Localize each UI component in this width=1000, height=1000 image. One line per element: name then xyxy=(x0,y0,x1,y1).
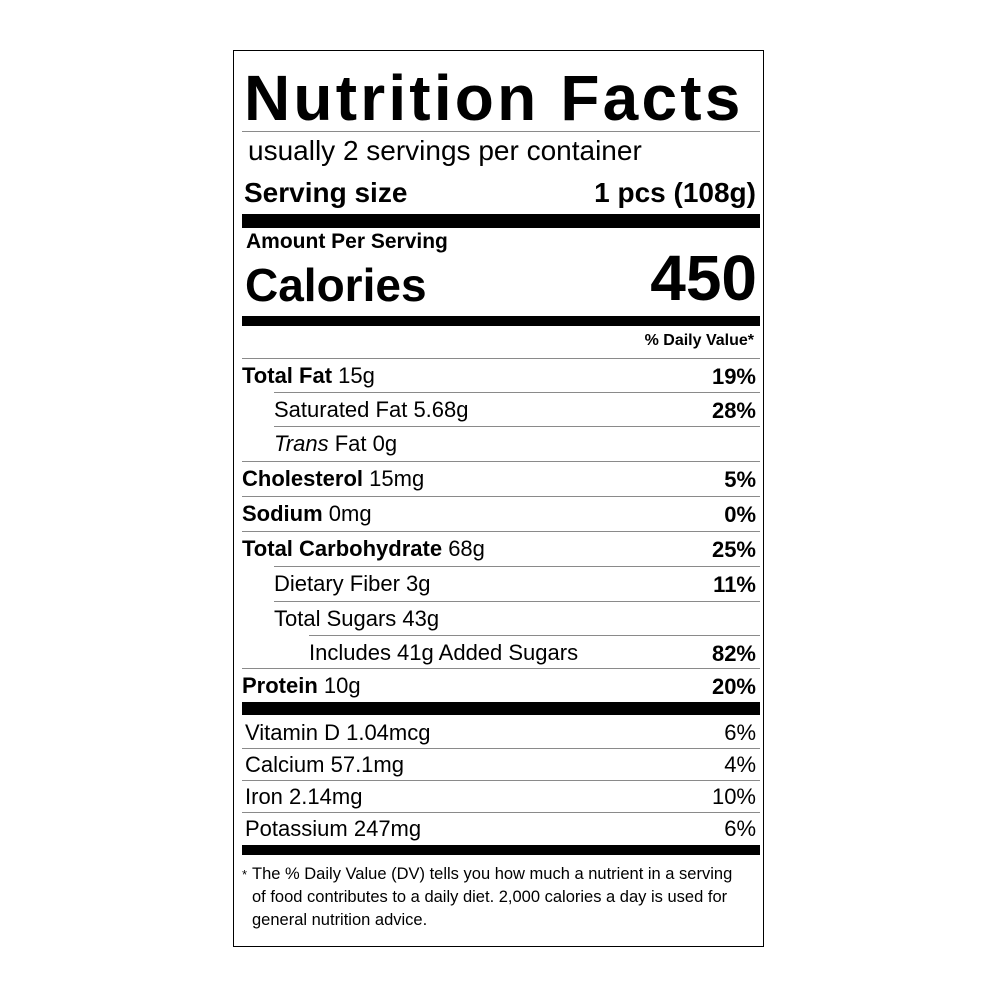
amount-per-serving: Amount Per Serving xyxy=(246,230,448,253)
nutrient-amount: 0g xyxy=(372,431,398,456)
nutrient-amount: 10g xyxy=(323,673,361,698)
nutrient-dv: 19% xyxy=(711,364,756,389)
vitamin-amount: 2.14mg xyxy=(289,784,363,809)
nutrient-name-italic: Trans xyxy=(274,431,329,456)
servings-per-container: usually 2 servings per container xyxy=(248,135,642,166)
nutrient-amount: 3g xyxy=(406,571,431,596)
nutrient-dv: 0% xyxy=(724,502,756,527)
nutrient-row-protein: Protein 10g 20% xyxy=(242,668,760,702)
vitamin-name: Potassium xyxy=(245,816,348,841)
nutrient-row-total-carbohydrate: Total Carbohydrate 68g 25% xyxy=(242,531,760,565)
vitamin-row-iron: Iron 2.14mg 10% xyxy=(242,781,760,813)
vitamin-row-vitamin-d: Vitamin D 1.04mcg 6% xyxy=(242,717,760,749)
footnote-text: The % Daily Value (DV) tells you how muc… xyxy=(252,865,733,929)
footnote-asterisk: * xyxy=(242,867,248,882)
nutrient-name: Protein xyxy=(242,673,318,698)
nutrient-dv: 28% xyxy=(711,398,756,423)
nutrient-name: Saturated Fat xyxy=(274,397,408,422)
nutrient-name: Fat xyxy=(334,431,367,456)
vitamin-name: Calcium xyxy=(245,752,325,777)
daily-value-footnote: * The % Daily Value (DV) tells you how m… xyxy=(242,863,747,932)
nutrient-name: Includes 41g Added Sugars xyxy=(309,640,579,665)
vitamin-dv: 4% xyxy=(724,752,756,777)
vitamin-amount: 247mg xyxy=(353,816,422,841)
nutrient-amount: 68g xyxy=(448,536,485,561)
nutrient-row-sodium: Sodium 0mg 0% xyxy=(242,496,760,530)
nutrient-row-dietary-fiber: Dietary Fiber 3g 11% xyxy=(274,566,760,600)
nutrient-row-added-sugars: Includes 41g Added Sugars 82% xyxy=(309,635,760,669)
serving-size-label: Serving size xyxy=(244,177,408,208)
thick-divider-calories xyxy=(242,316,760,326)
nutrient-amount: 0mg xyxy=(328,501,372,526)
vitamin-divider xyxy=(242,748,760,749)
vitamin-row-potassium: Potassium 247mg 6% xyxy=(242,813,760,845)
nutrient-dv: 82% xyxy=(711,641,756,666)
nutrient-row-cholesterol: Cholesterol 15mg 5% xyxy=(242,461,760,495)
nutrient-dv: 11% xyxy=(713,572,756,597)
serving-size-value: 1 pcs (108g) xyxy=(594,177,756,208)
calories-value: 450 xyxy=(650,242,757,314)
nutrient-dv: 20% xyxy=(711,674,756,699)
calories-label: Calories xyxy=(245,259,427,311)
vitamin-name: Iron xyxy=(245,784,283,809)
vitamin-divider xyxy=(242,812,760,813)
title-divider xyxy=(242,131,760,132)
vitamin-row-calcium: Calcium 57.1mg 4% xyxy=(242,749,760,781)
nutrient-name: Total Sugars xyxy=(274,606,397,631)
vitamin-dv: 10% xyxy=(711,784,756,809)
nutrient-row-total-fat: Total Fat 15g 19% xyxy=(242,358,760,392)
label-title: Nutrition Facts xyxy=(244,62,744,134)
nutrient-amount: 15g xyxy=(338,363,375,388)
vitamin-dv: 6% xyxy=(724,720,756,745)
nutrient-name: Total Fat xyxy=(242,363,333,388)
vitamin-amount: 57.1mg xyxy=(330,752,404,777)
nutrient-name: Cholesterol xyxy=(242,466,364,491)
vitamin-name: Vitamin D xyxy=(245,720,340,745)
vitamin-amount: 1.04mcg xyxy=(346,720,431,745)
nutrient-dv: 25% xyxy=(711,537,756,562)
nutrient-amount: 43g xyxy=(402,606,440,631)
nutrient-row-total-sugars: Total Sugars 43g xyxy=(274,601,760,635)
nutrient-name: Total Carbohydrate xyxy=(242,536,443,561)
nutrient-row-trans-fat: Trans Fat 0g xyxy=(274,426,760,460)
nutrient-name: Dietary Fiber xyxy=(274,571,400,596)
vitamin-divider xyxy=(242,780,760,781)
nutrient-dv: 5% xyxy=(724,467,756,492)
nutrient-amount: 15mg xyxy=(369,466,425,491)
nutrition-facts-label: Nutrition Facts usually 2 servings per c… xyxy=(233,50,764,947)
daily-value-header: % Daily Value* xyxy=(644,332,754,349)
thick-divider-vitamins xyxy=(242,702,760,715)
nutrient-name: Sodium xyxy=(242,501,323,526)
serving-size-row: Serving size 1 pcs (108g) xyxy=(244,175,756,211)
vitamin-dv: 6% xyxy=(724,816,756,841)
nutrient-row-saturated-fat: Saturated Fat 5.68g 28% xyxy=(274,392,760,426)
nutrient-amount: 5.68g xyxy=(413,397,469,422)
thick-divider-top xyxy=(242,214,760,228)
thick-divider-footnote xyxy=(242,845,760,855)
